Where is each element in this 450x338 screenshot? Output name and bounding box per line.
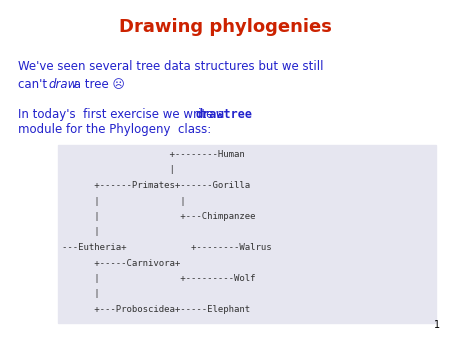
Text: 1: 1 [434, 320, 440, 330]
Text: |: | [62, 227, 99, 237]
Text: +------Primates+------Gorilla: +------Primates+------Gorilla [62, 181, 250, 190]
Text: can't: can't [18, 78, 51, 91]
Text: |: | [62, 290, 99, 298]
Text: |: | [62, 166, 175, 174]
Text: |               |: | | [62, 196, 185, 206]
Text: In today's  first exercise we write a: In today's first exercise we write a [18, 108, 228, 121]
Text: |               +---Chimpanzee: | +---Chimpanzee [62, 212, 256, 221]
Text: We've seen several tree data structures but we still: We've seen several tree data structures … [18, 60, 324, 73]
Text: Drawing phylogenies: Drawing phylogenies [118, 18, 332, 36]
Text: +-----Carnivora+: +-----Carnivora+ [62, 259, 180, 267]
Text: +--------Human: +--------Human [62, 150, 245, 159]
Text: drawtree: drawtree [196, 108, 253, 121]
Text: draw: draw [48, 78, 77, 91]
Text: module for the Phylogeny  class:: module for the Phylogeny class: [18, 123, 211, 136]
FancyBboxPatch shape [58, 145, 436, 323]
Text: +---Proboscidea+-----Elephant: +---Proboscidea+-----Elephant [62, 305, 250, 314]
Text: a tree ☹: a tree ☹ [70, 78, 125, 91]
Text: |               +---------Wolf: | +---------Wolf [62, 274, 256, 283]
Text: ---Eutheria+            +--------Walrus: ---Eutheria+ +--------Walrus [62, 243, 272, 252]
